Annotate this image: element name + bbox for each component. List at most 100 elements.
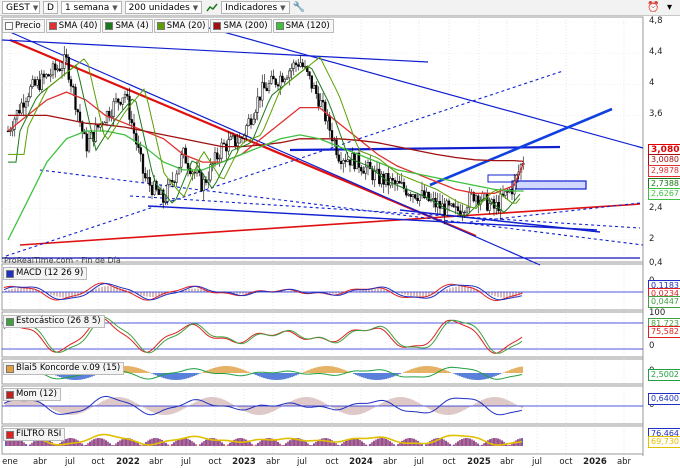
candle-body — [200, 172, 203, 192]
candle-body — [171, 179, 174, 183]
candle-body — [209, 164, 212, 181]
candle-body — [18, 110, 21, 114]
candle-body — [81, 121, 84, 132]
candle-body — [222, 142, 226, 145]
candle-body — [312, 85, 316, 89]
legend-item[interactable]: SMA (20) — [153, 19, 210, 33]
legend-item[interactable]: SMA (40) — [45, 19, 102, 33]
candle-body — [344, 160, 347, 162]
candle-body — [432, 198, 435, 200]
candle-body — [240, 137, 244, 139]
candle-body — [112, 100, 115, 117]
panel-value-tag: 75,582 — [648, 326, 680, 338]
candle-body — [420, 190, 424, 196]
legend-swatch — [213, 22, 222, 30]
candle-body — [135, 133, 138, 145]
candle-body — [245, 125, 248, 136]
indicator-swatch — [6, 269, 14, 278]
candle-body — [443, 203, 446, 216]
time-tick-label: abr — [148, 457, 164, 467]
candle-body — [220, 142, 223, 159]
candle-body — [450, 203, 453, 206]
time-tick-label: oct — [325, 457, 339, 467]
units-selector[interactable]: 200 unidades ▼ — [124, 1, 203, 14]
candle-body — [69, 79, 73, 87]
time-tick-label: oct — [208, 457, 222, 467]
candle-body — [263, 82, 266, 89]
candle-body — [337, 154, 340, 162]
candle-body — [42, 73, 46, 78]
price-tick-label: 2,4 — [649, 202, 663, 213]
candle-body — [346, 159, 349, 162]
candle-body — [33, 79, 37, 86]
time-tick-label: abr — [382, 457, 398, 467]
candle-body — [445, 200, 448, 216]
candle-body — [454, 206, 457, 208]
candle-body — [335, 139, 338, 156]
candle-body — [402, 182, 406, 189]
trend-line — [147, 205, 598, 231]
candle-body — [45, 74, 48, 78]
legend-swatch — [156, 22, 165, 30]
candle-body — [218, 157, 221, 160]
trend-line — [429, 107, 613, 187]
candle-body — [407, 194, 410, 196]
candle-body — [510, 189, 514, 195]
candle-body — [148, 177, 151, 186]
indicator-panel-title[interactable]: MACD (12 26 9) — [3, 267, 88, 280]
panel-value-tag: 0,0447 — [648, 296, 680, 308]
symbol-selector[interactable]: GEST ▼ — [2, 1, 40, 14]
period-selector[interactable]: 1 semana ▼ — [60, 1, 122, 14]
candle-body — [94, 124, 97, 142]
candle-body — [497, 201, 500, 212]
candle-body — [427, 191, 430, 202]
candle-body — [96, 124, 100, 128]
panel-tick-label: 100 — [649, 308, 666, 318]
price-tick-label: 3,6 — [649, 109, 663, 120]
support-zone-box — [487, 174, 519, 183]
time-tick-label: abr — [616, 457, 632, 467]
candle-body — [366, 161, 370, 168]
dropdown-arrow-icon[interactable]: ▾ — [666, 2, 673, 13]
candle-body — [238, 137, 241, 144]
time-tick-label: ene — [2, 457, 18, 467]
indicator-panel-title[interactable]: Blai5 Koncorde v.09 (15) — [3, 362, 125, 375]
time-tick-label: oct — [91, 457, 105, 467]
candle-body — [411, 194, 415, 197]
wrench-icon[interactable]: 🔧 — [292, 2, 306, 13]
dashed-trend-line — [129, 195, 641, 229]
candle-body — [288, 70, 291, 79]
candle-body — [461, 211, 464, 216]
legend-label: SMA (120) — [285, 21, 330, 31]
chart-type-icon[interactable] — [205, 1, 218, 14]
candle-body — [486, 192, 489, 211]
candle-body — [308, 71, 311, 76]
legend-item[interactable]: SMA (120) — [272, 19, 334, 33]
candle-body — [270, 75, 273, 84]
period-code-button[interactable]: D — [43, 1, 58, 14]
legend-item[interactable]: SMA (200) — [210, 19, 272, 33]
symbol-label: GEST — [6, 2, 30, 13]
trend-line — [9, 31, 541, 266]
indicator-panel-title[interactable]: FILTRO RSI — [3, 428, 66, 441]
legend-item[interactable]: Precio — [2, 19, 45, 33]
indicator-panel-title[interactable]: Estocástico (26 8 5) — [3, 315, 105, 328]
indicators-button[interactable]: Indicadores ▼ — [221, 1, 290, 14]
panel-tick-label: 0 — [649, 341, 655, 351]
indicator-panel-title[interactable]: Mom (12) — [3, 388, 61, 401]
alarm-icon[interactable]: ⏰ — [647, 2, 660, 13]
candle-body — [380, 173, 383, 185]
legend-label: Precio — [15, 21, 41, 31]
candle-body — [121, 97, 124, 105]
candle-body — [299, 62, 302, 67]
legend-item[interactable]: SMA (4) — [102, 19, 153, 33]
sma-line-200 — [8, 114, 524, 163]
candle-body — [123, 93, 127, 99]
candle-body — [13, 118, 16, 130]
indicator-swatch — [6, 317, 14, 326]
period-label: 1 semana — [64, 2, 110, 13]
indicator-swatch — [6, 430, 14, 439]
candle-body — [279, 75, 282, 87]
candle-body — [58, 68, 61, 71]
